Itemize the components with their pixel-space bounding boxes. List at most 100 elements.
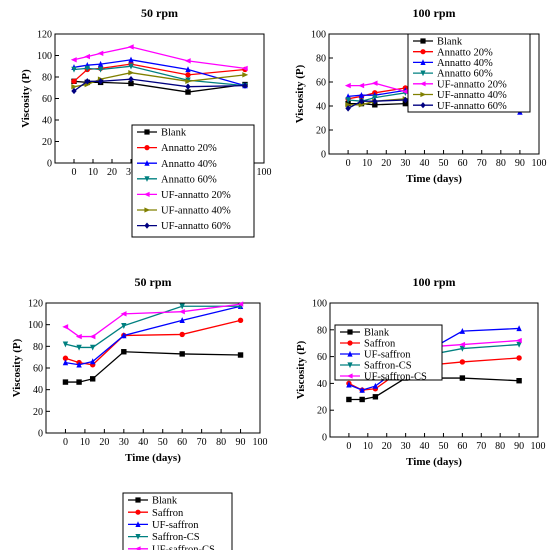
legend-marker: [135, 497, 141, 503]
x-tick-label: 10: [80, 437, 90, 448]
data-point: [402, 100, 409, 107]
legend-marker: [135, 521, 141, 527]
x-tick-label: 90: [236, 437, 246, 448]
panel-title: 100 rpm: [413, 6, 456, 20]
legend-marker: [347, 340, 353, 346]
legend-label: Blank: [437, 37, 463, 48]
data-point: [185, 83, 191, 90]
legend-marker: [420, 91, 427, 98]
legend-marker: [347, 350, 353, 357]
panel-title: 50 rpm: [135, 275, 172, 289]
data-point: [185, 78, 192, 84]
data-point: [120, 311, 127, 317]
legend-marker: [346, 373, 353, 379]
data-point: [402, 96, 409, 104]
x-tick-label: 0: [346, 158, 351, 169]
data-point: [516, 378, 522, 384]
legend-marker: [143, 191, 150, 197]
series-uf-annatto-40-: [71, 70, 249, 90]
plot-frame: [329, 302, 539, 438]
data-point: [128, 63, 134, 70]
data-point: [242, 82, 248, 89]
data-point: [128, 75, 134, 83]
panel-title: 100 rpm: [413, 275, 456, 289]
y-tick-label: 40: [316, 102, 326, 113]
legend-label: Annatto 60%: [437, 69, 493, 80]
y-tick-label: 120: [37, 30, 52, 41]
legend-label: Annatto 40%: [161, 159, 217, 170]
legend-marker: [144, 176, 150, 182]
series-line: [73, 59, 246, 87]
data-point: [237, 301, 244, 307]
y-tick-label: 80: [33, 342, 43, 353]
y-tick-label: 20: [317, 406, 327, 417]
y-tick-label: 100: [37, 51, 52, 62]
data-point: [359, 386, 365, 393]
series-line: [65, 305, 241, 349]
data-point: [128, 56, 134, 63]
y-tick-label: 100: [28, 320, 43, 331]
data-point: [185, 66, 191, 73]
y-tick-label: 40: [317, 379, 327, 390]
legend-marker: [144, 129, 150, 135]
legend-label: Annatto 20%: [161, 143, 217, 154]
data-point: [62, 341, 69, 348]
legend-marker: [420, 38, 426, 44]
data-point: [70, 57, 77, 63]
legend-box: [122, 492, 233, 550]
x-tick-label: 50: [439, 158, 449, 169]
data-point: [459, 345, 466, 352]
y-tick-label: 20: [316, 126, 326, 137]
legend-marker: [347, 329, 353, 335]
data-point: [71, 87, 77, 95]
data-point: [516, 355, 522, 361]
y-tick-label: 60: [33, 364, 43, 375]
data-point: [459, 327, 466, 334]
y-tick-label: 80: [42, 73, 52, 84]
legend-label: Blank: [364, 328, 390, 339]
series-saffron-cs: [62, 303, 244, 351]
data-point: [89, 333, 96, 340]
data-point: [459, 375, 466, 381]
legend-label: UF-saffron-CS: [152, 544, 215, 550]
data-point: [84, 53, 90, 60]
plot-frame: [45, 302, 261, 434]
series-line: [65, 303, 241, 338]
legend-marker: [144, 160, 150, 166]
data-point: [516, 325, 522, 332]
legend-label: UF-annatto 40%: [437, 90, 507, 101]
data-point: [346, 396, 352, 403]
data-point: [179, 303, 185, 310]
legend-label: UF-annatto 40%: [161, 206, 231, 217]
x-tick-label: 60: [177, 437, 187, 448]
x-tick-label: 30: [400, 158, 410, 169]
legend-box: [131, 124, 255, 238]
data-point: [372, 394, 379, 400]
y-tick-label: 60: [316, 78, 326, 89]
legend-marker: [420, 49, 426, 55]
data-point: [97, 50, 104, 57]
data-point: [358, 102, 365, 108]
data-point: [71, 78, 77, 85]
data-point: [459, 359, 466, 365]
x-tick-label: 30: [401, 441, 411, 452]
chart-panel-1: 50 rpm0102030405060708090100020406080100…: [20, 6, 272, 238]
y-axis-title: Viscosity (P): [295, 340, 307, 399]
data-point: [371, 80, 378, 86]
x-tick-label: 100: [257, 167, 272, 178]
y-tick-label: 60: [42, 94, 52, 105]
data-point: [344, 82, 351, 89]
data-point: [71, 66, 77, 73]
legend-label: Saffron-CS: [364, 361, 412, 372]
legend: BlankSaffronUF-saffronSaffron-CSUF-saffr…: [122, 492, 233, 550]
x-tick-label: 70: [477, 158, 487, 169]
x-axis-title: Time (days): [406, 173, 462, 185]
y-tick-label: 100: [311, 30, 326, 41]
data-point: [89, 358, 96, 365]
x-tick-label: 60: [458, 158, 468, 169]
data-point: [84, 78, 90, 85]
x-tick-label: 100: [532, 158, 547, 169]
data-point: [121, 323, 127, 329]
data-point: [241, 65, 248, 72]
